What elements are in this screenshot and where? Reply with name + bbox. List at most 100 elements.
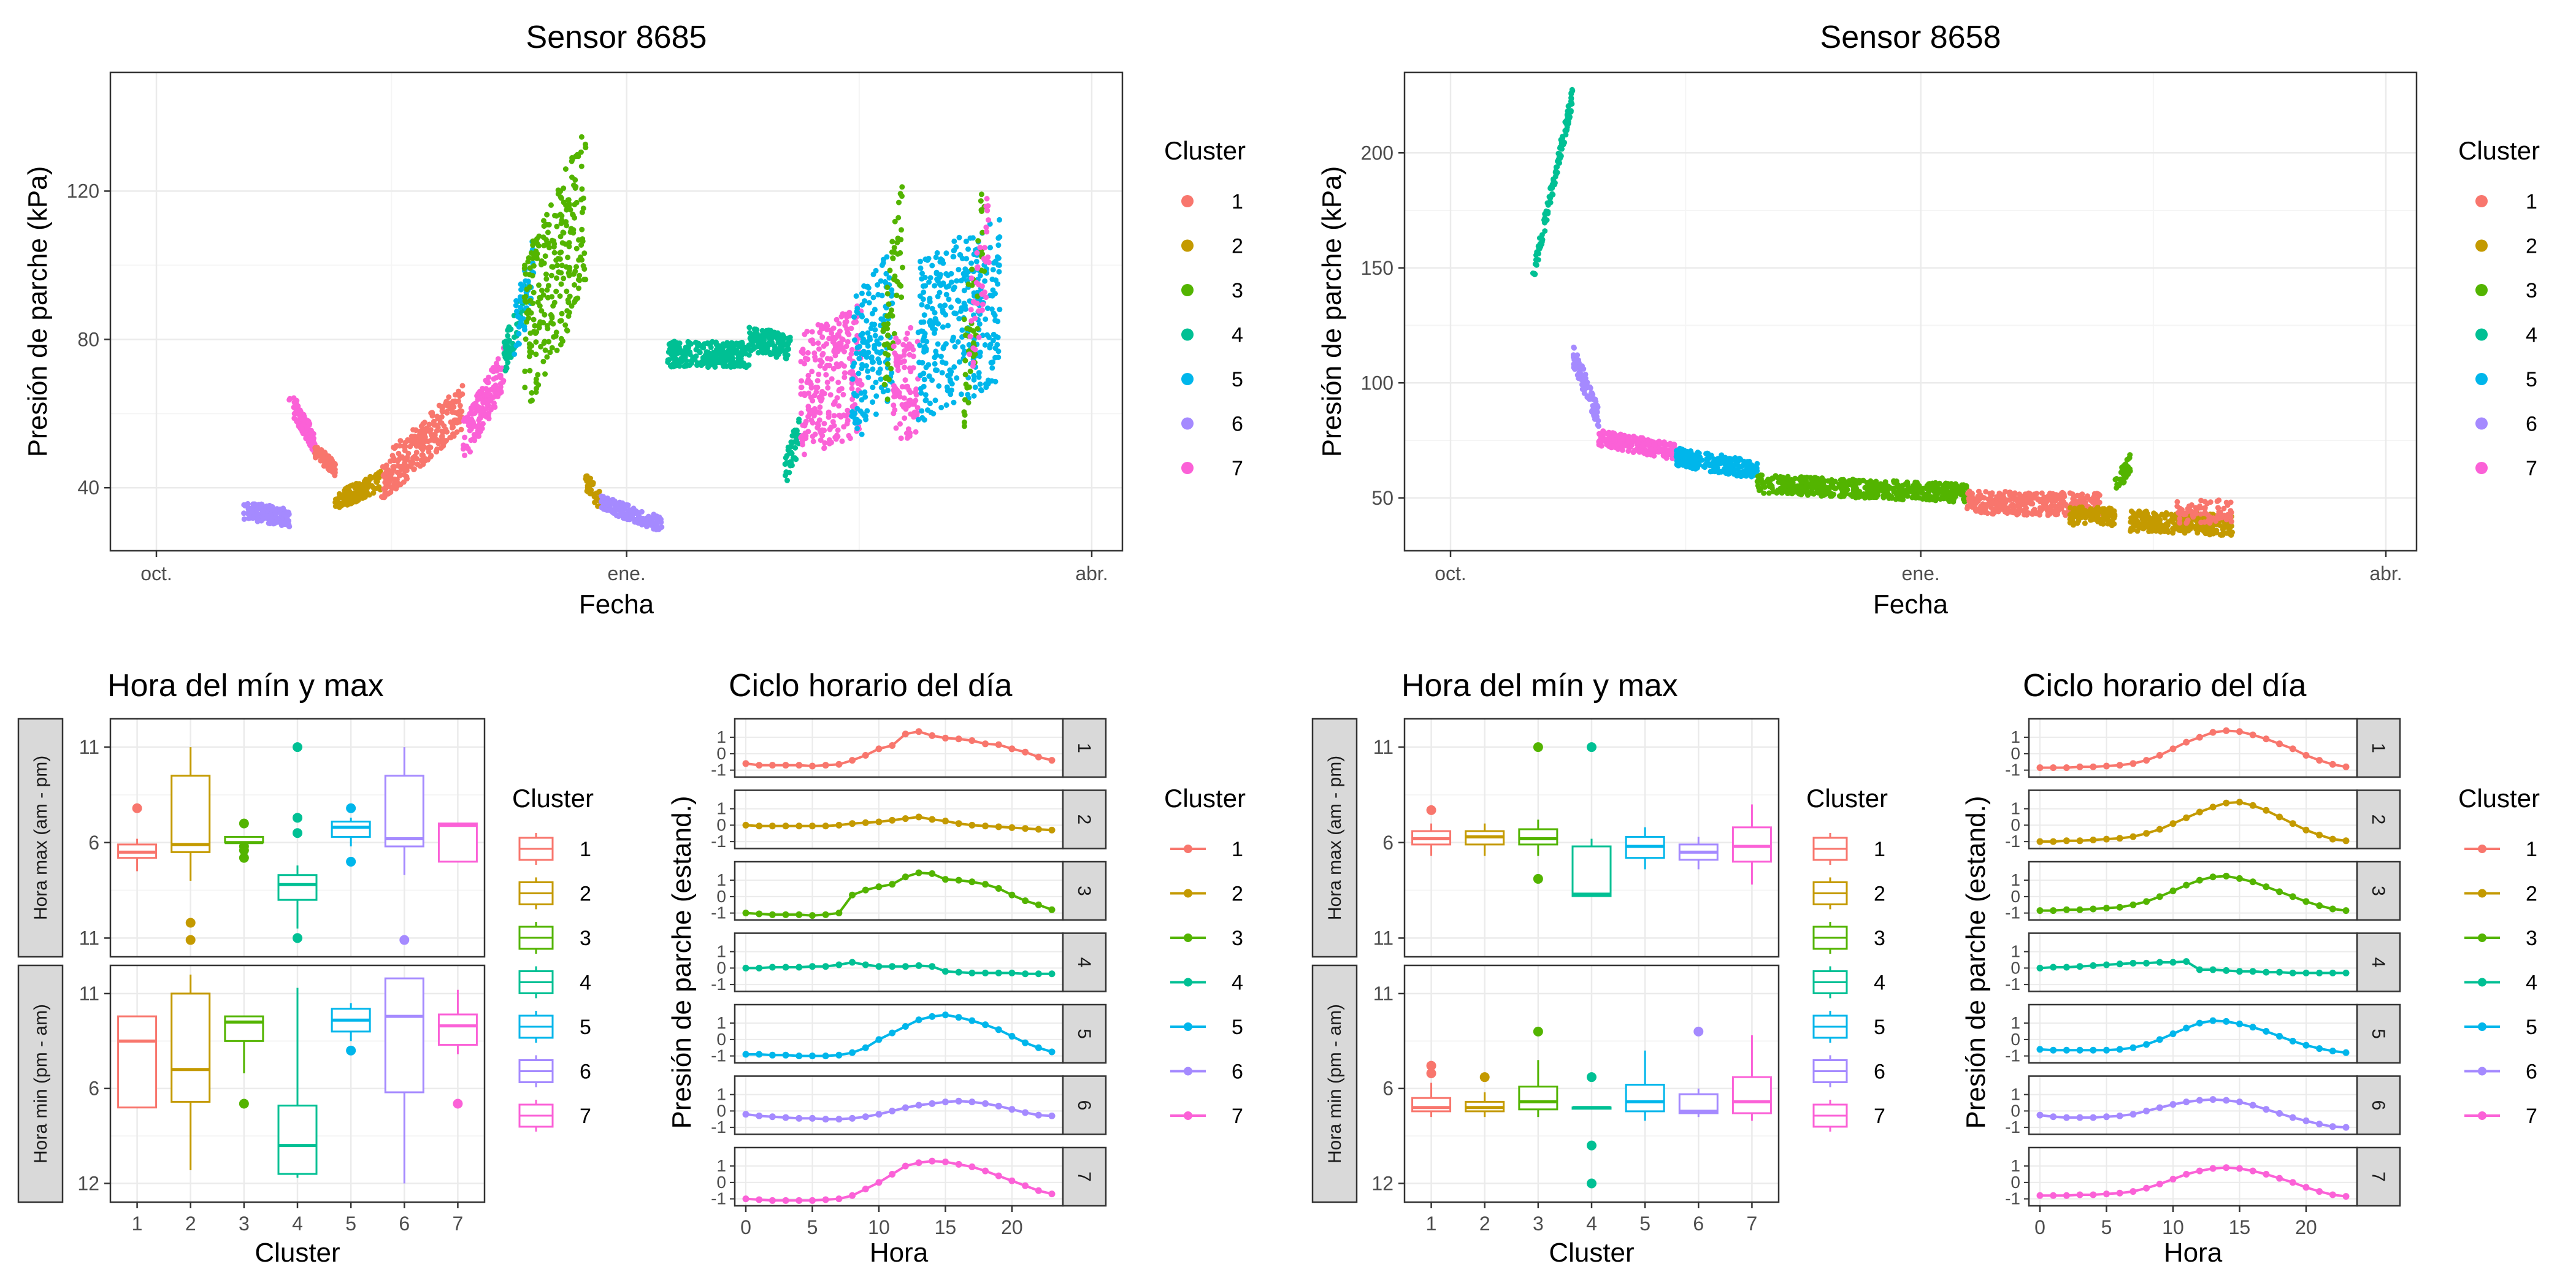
point-cluster-1 — [383, 465, 389, 471]
point-cluster-5 — [1722, 454, 1728, 461]
point-cluster-5 — [518, 294, 523, 301]
point-cluster-3 — [543, 271, 549, 277]
point-cluster-5 — [976, 321, 983, 327]
point-cluster-3 — [1920, 491, 1926, 497]
point-cluster-6 — [272, 511, 278, 517]
point-cluster-7 — [826, 335, 832, 342]
point-cluster-7 — [494, 367, 500, 374]
point-cluster-3 — [2119, 466, 2125, 472]
point-cluster-3 — [548, 272, 554, 278]
point-cluster-7 — [827, 426, 833, 432]
point-cluster-6 — [656, 526, 662, 532]
point-cluster-7 — [822, 440, 828, 446]
point-cluster-3 — [551, 250, 558, 256]
point-cluster-3 — [1962, 483, 1968, 489]
point-cluster-1 — [397, 438, 404, 444]
point-cluster-7 — [1641, 448, 1647, 454]
point-cluster-7 — [970, 345, 976, 351]
point-cluster-7 — [475, 396, 481, 402]
point-cluster-1 — [2008, 503, 2014, 509]
point-cluster-3 — [1925, 496, 1931, 502]
legend-key-4 — [1181, 328, 1194, 341]
point-cluster-7 — [904, 343, 910, 350]
point-cluster-7 — [801, 423, 807, 429]
point-cluster-3 — [555, 187, 561, 193]
point-cluster-3 — [962, 372, 968, 378]
point-cluster-2 — [584, 488, 590, 494]
point-cluster-6 — [241, 510, 247, 516]
point-cluster-7 — [802, 451, 807, 458]
point-cluster-7 — [891, 402, 897, 408]
point-cluster-4 — [734, 350, 740, 356]
point-cluster-1 — [2193, 505, 2199, 511]
point-cluster-5 — [943, 250, 949, 256]
point-cluster-3 — [539, 308, 545, 314]
point-cluster-3 — [1955, 489, 1961, 495]
point-cluster-4 — [764, 332, 770, 339]
point-cluster-5 — [933, 352, 940, 358]
point-cluster-5 — [932, 367, 938, 373]
point-cluster-7 — [849, 347, 855, 353]
point-cluster-4 — [671, 347, 677, 353]
point-cluster-4 — [683, 347, 688, 353]
point-cluster-5 — [857, 343, 862, 350]
point-cluster-5 — [1725, 471, 1731, 477]
point-cluster-7 — [467, 410, 473, 416]
point-cluster-5 — [956, 316, 962, 321]
point-cluster-7 — [967, 351, 972, 358]
point-cluster-4 — [746, 352, 752, 358]
point-cluster-7 — [834, 432, 840, 439]
point-cluster-3 — [545, 294, 551, 301]
point-cluster-4 — [788, 443, 794, 449]
point-cluster-5 — [950, 335, 956, 341]
point-cluster-5 — [938, 282, 944, 288]
point-cluster-5 — [971, 373, 977, 378]
point-cluster-3 — [1840, 484, 1846, 490]
point-cluster-3 — [1832, 478, 1838, 485]
point-cluster-7 — [811, 350, 818, 356]
point-cluster-7 — [1619, 447, 1625, 453]
point-cluster-5 — [926, 279, 932, 285]
point-cluster-6 — [1590, 405, 1597, 411]
point-cluster-5 — [997, 217, 1002, 223]
point-cluster-2 — [2228, 532, 2234, 538]
point-cluster-1 — [453, 417, 459, 423]
point-cluster-7 — [305, 418, 312, 424]
point-cluster-5 — [872, 327, 878, 333]
point-cluster-3 — [899, 294, 905, 301]
point-cluster-3 — [900, 264, 905, 270]
point-cluster-1 — [440, 439, 446, 445]
point-cluster-3 — [891, 331, 897, 337]
point-cluster-5 — [518, 304, 523, 310]
point-cluster-4 — [796, 416, 802, 423]
point-cluster-5 — [851, 391, 857, 397]
point-cluster-3 — [534, 240, 540, 247]
point-cluster-7 — [908, 369, 914, 375]
point-cluster-1 — [2017, 491, 2022, 497]
point-cluster-7 — [835, 364, 841, 370]
point-cluster-3 — [577, 272, 583, 278]
point-cluster-5 — [863, 416, 869, 423]
legend-label-2: 2 — [1232, 235, 1243, 258]
point-cluster-5 — [513, 302, 519, 309]
point-cluster-3 — [530, 255, 536, 261]
point-cluster-5 — [932, 283, 938, 289]
point-cluster-3 — [565, 255, 571, 261]
point-cluster-4 — [730, 355, 736, 361]
point-cluster-5 — [876, 341, 882, 347]
point-cluster-3 — [526, 341, 532, 347]
point-cluster-4 — [719, 342, 725, 348]
point-cluster-5 — [956, 298, 962, 304]
point-cluster-4 — [782, 341, 788, 347]
point-cluster-5 — [876, 370, 882, 376]
point-cluster-7 — [472, 423, 478, 429]
point-cluster-5 — [987, 345, 993, 351]
point-cluster-7 — [1645, 442, 1651, 448]
point-cluster-6 — [607, 499, 613, 505]
point-cluster-7 — [805, 372, 811, 378]
point-cluster-3 — [548, 202, 554, 208]
point-cluster-5 — [874, 349, 880, 355]
point-cluster-3 — [897, 250, 903, 256]
point-cluster-3 — [561, 275, 567, 282]
